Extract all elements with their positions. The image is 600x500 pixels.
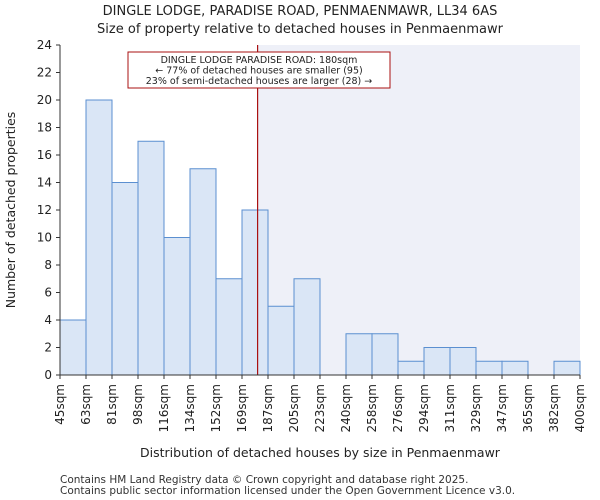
histogram-bar [423,347,451,376]
x-tick-label: 311sqm [443,384,457,432]
x-tick-label: 276sqm [391,384,405,432]
y-tick-label: 8 [44,258,52,272]
y-tick-label: 24 [37,38,52,52]
x-tick-label: 365sqm [521,384,535,432]
x-tick-label: 116sqm [157,384,171,432]
x-tick-label: 205sqm [287,384,301,432]
chart-subtitle: Size of property relative to detached ho… [97,22,504,37]
x-tick-label: 187sqm [261,384,275,432]
histogram-bar [475,360,503,376]
x-tick-label: 329sqm [469,384,483,432]
histogram-bar [267,305,295,376]
histogram-bar [111,182,139,376]
histogram-bar [59,319,87,376]
annotation-line-3: 23% of semi-detached houses are larger (… [146,76,373,87]
histogram-bar [371,333,399,376]
annotation-line-1: DINGLE LODGE PARADISE ROAD: 180sqm [161,55,358,66]
y-tick-label: 0 [44,368,52,382]
x-tick-label: 347sqm [495,384,509,432]
x-tick-label: 45sqm [53,384,67,425]
histogram-bar [241,209,269,376]
x-tick-label: 223sqm [313,384,327,432]
histogram-bar [137,140,165,376]
x-tick-label: 98sqm [131,384,145,425]
x-tick-label: 169sqm [235,384,249,432]
footer-line-2: Contains public sector information licen… [60,485,515,497]
x-tick-label: 152sqm [209,384,223,432]
annotation-box [127,51,391,89]
x-tick-label: 400sqm [573,384,587,432]
y-tick-label: 4 [44,313,52,327]
x-tick-label: 134sqm [183,384,197,432]
x-tick-label: 294sqm [417,384,431,432]
y-tick-label: 6 [44,286,52,300]
x-tick-label: 382sqm [547,384,561,432]
x-tick-label: 258sqm [365,384,379,432]
chart-title: DINGLE LODGE, PARADISE ROAD, PENMAENMAWR… [103,4,498,19]
x-tick-label: 240sqm [339,384,353,432]
y-tick-label: 16 [37,148,52,162]
histogram-bar [501,360,529,376]
y-tick-label: 18 [37,121,52,135]
y-tick-label: 22 [37,66,52,80]
annotation-line-2: ← 77% of detached houses are smaller (95… [155,66,362,77]
histogram-bar [449,347,477,376]
y-tick-label: 10 [37,231,52,245]
x-tick-label: 63sqm [79,384,93,425]
y-tick-label: 20 [37,93,52,107]
histogram-bar [397,360,425,376]
histogram-bar [293,278,321,376]
histogram-bar [215,278,243,376]
y-tick-label: 12 [37,203,52,217]
histogram-bar [189,168,217,376]
x-axis-label: Distribution of detached houses by size … [140,445,501,460]
y-tick-label: 2 [44,341,52,355]
x-tick-label: 81sqm [105,384,119,425]
histogram-bar [345,333,373,376]
footer-line-1: Contains HM Land Registry data © Crown c… [60,474,468,486]
histogram-bar [553,360,581,376]
histogram-bar [163,237,191,376]
y-tick-label: 14 [37,176,52,190]
y-axis-label: Number of detached properties [3,112,18,309]
histogram-bar [85,99,113,376]
